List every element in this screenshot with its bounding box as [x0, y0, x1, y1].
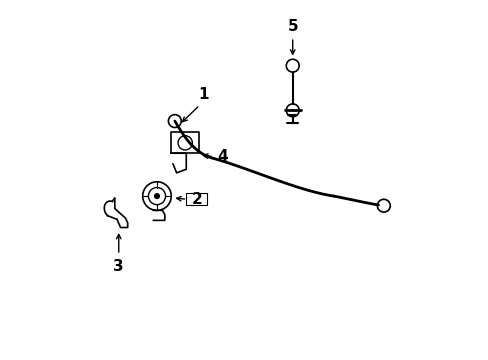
FancyBboxPatch shape — [186, 193, 206, 205]
Text: 4: 4 — [217, 149, 228, 164]
Text: 1: 1 — [198, 87, 208, 102]
Circle shape — [154, 194, 159, 199]
Text: 5: 5 — [287, 18, 297, 33]
Text: 3: 3 — [113, 259, 124, 274]
Text: 2: 2 — [191, 192, 202, 207]
